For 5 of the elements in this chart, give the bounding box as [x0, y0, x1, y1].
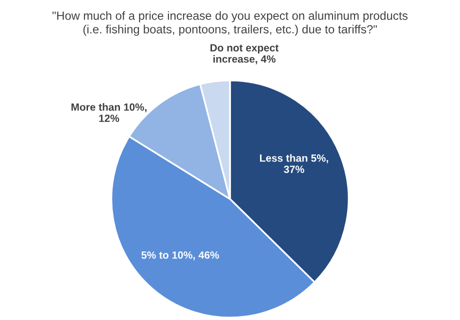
- data-label: Less than 5%, 37%: [260, 154, 328, 174]
- data-label: Do not expect increase, 4%: [210, 44, 279, 64]
- data-label: 5% to 10%, 46%: [141, 251, 219, 260]
- chart-title: "How much of a price increase do you expect on aluminum products (i.e. fishing boats, pontoons, trailers, etc.) due to tariffs?": [52, 11, 408, 36]
- data-label: More than 10%, 12%: [71, 103, 147, 122]
